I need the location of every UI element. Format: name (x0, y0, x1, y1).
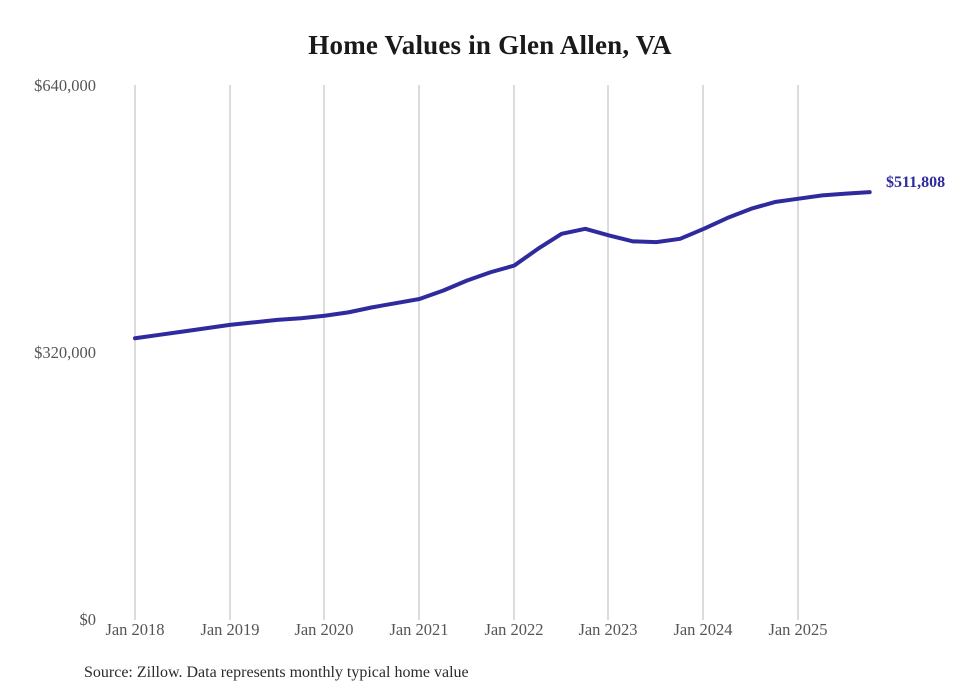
x-axis-tick-label-jan-2018: Jan 2018 (105, 620, 165, 639)
x-axis-tick-label-jan-2019: Jan 2019 (200, 620, 260, 639)
x-axis-tick-label-jan-2023: Jan 2023 (578, 620, 638, 639)
series-end-value-label: $511,808 (886, 174, 946, 191)
y-axis-tick-label-0: $0 (79, 610, 97, 629)
x-axis-tick-label-jan-2020: Jan 2020 (294, 620, 354, 639)
x-axis-tick-label-jan-2024: Jan 2024 (673, 620, 733, 639)
x-axis-tick-label-jan-2025: Jan 2025 (768, 620, 828, 639)
x-axis-tick-label-jan-2022: Jan 2022 (484, 620, 544, 639)
chart-title: Home Values in Glen Allen, VA (308, 30, 672, 60)
source-note: Source: Zillow. Data represents monthly … (84, 664, 469, 681)
x-axis-tick-label-jan-2021: Jan 2021 (389, 620, 449, 639)
x-gridlines (134, 85, 799, 620)
y-axis-tick-label-320000: $320,000 (34, 343, 96, 362)
data-line-typical-home-value (133, 190, 872, 341)
y-axis-tick-label-640000: $640,000 (34, 76, 96, 95)
